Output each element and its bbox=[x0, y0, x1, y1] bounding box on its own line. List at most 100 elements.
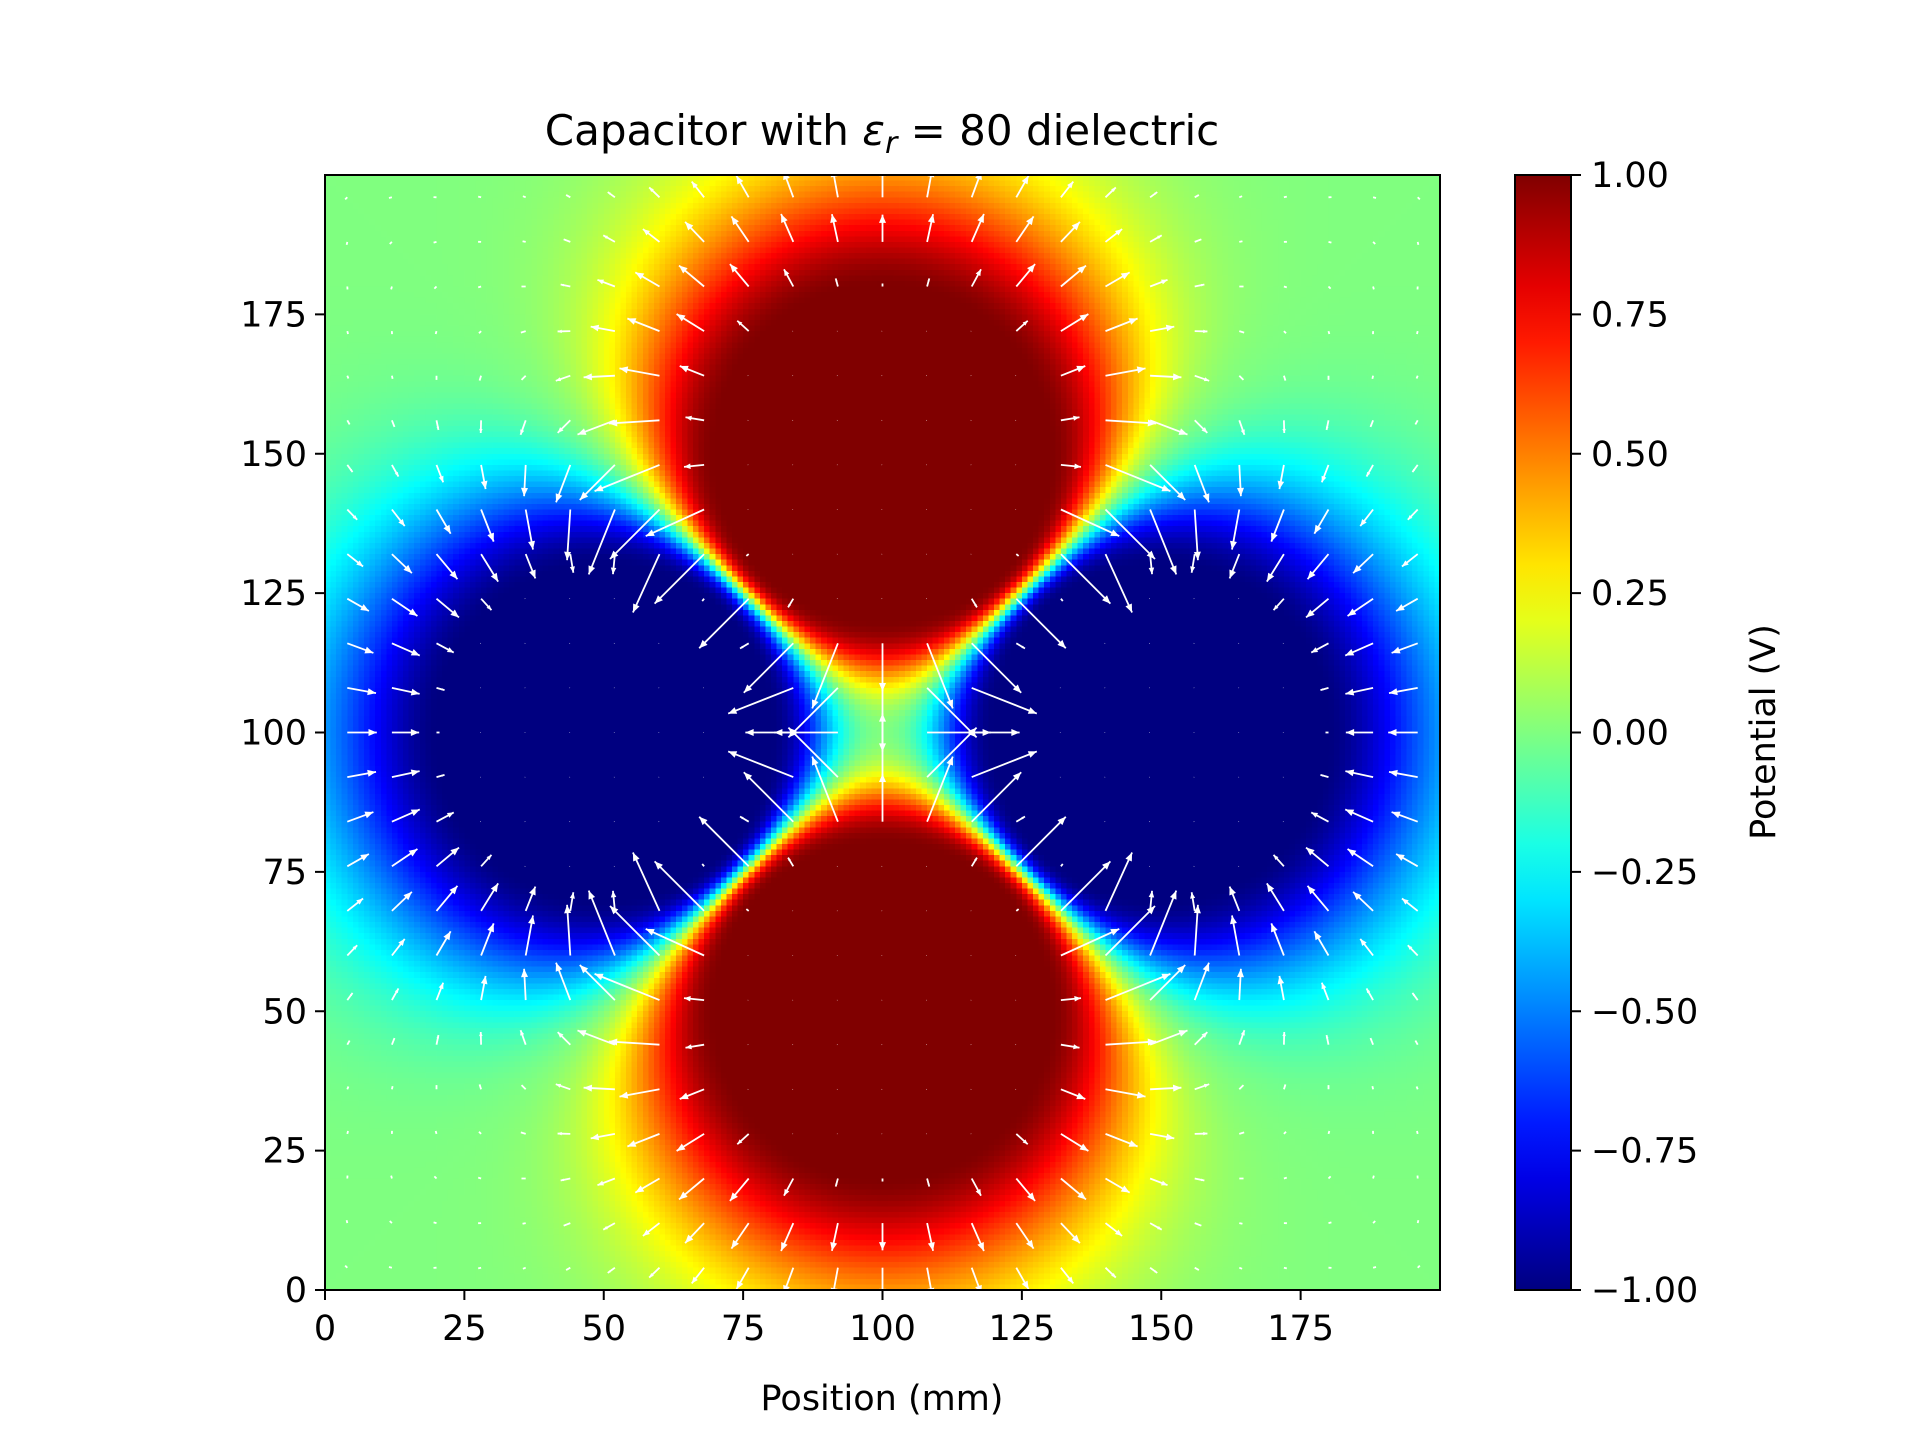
field-arrow bbox=[970, 419, 972, 421]
field-arrow bbox=[1060, 463, 1082, 469]
field-arrow bbox=[1105, 973, 1171, 1001]
field-arrow bbox=[609, 508, 661, 560]
field-arrow bbox=[1149, 324, 1175, 332]
field-arrow bbox=[1194, 194, 1200, 199]
field-arrow bbox=[479, 420, 483, 434]
field-arrow bbox=[792, 999, 794, 1001]
field-arrow bbox=[627, 317, 660, 332]
field-arrow bbox=[1347, 597, 1374, 617]
field-arrow bbox=[478, 330, 482, 334]
field-arrow bbox=[1060, 415, 1080, 422]
field-arrow bbox=[1104, 553, 1133, 613]
field-arrow bbox=[613, 865, 615, 867]
field-arrow bbox=[970, 999, 972, 1001]
field-arrow bbox=[881, 464, 883, 466]
field-arrow bbox=[881, 999, 883, 1001]
field-arrow bbox=[346, 508, 358, 521]
field-arrow bbox=[479, 1031, 483, 1045]
field-arrow bbox=[787, 687, 839, 739]
field-arrow bbox=[1325, 420, 1330, 431]
field-arrow bbox=[1015, 1088, 1017, 1090]
field-arrow bbox=[569, 687, 571, 689]
field-arrow bbox=[524, 886, 537, 912]
field-arrow bbox=[836, 553, 838, 555]
y-tick-label: 0 bbox=[285, 1271, 307, 1311]
field-arrow bbox=[792, 509, 794, 510]
field-arrow bbox=[1345, 687, 1374, 696]
field-arrow bbox=[1416, 1219, 1420, 1224]
field-arrow bbox=[1417, 196, 1421, 201]
field-arrow bbox=[435, 598, 460, 619]
field-arrow bbox=[389, 241, 393, 245]
field-arrow bbox=[1228, 886, 1241, 912]
field-arrow bbox=[1149, 419, 1188, 436]
field-arrow bbox=[1238, 1029, 1246, 1045]
field-arrow bbox=[1371, 375, 1374, 380]
field-arrow bbox=[524, 865, 526, 867]
field-arrow bbox=[774, 728, 838, 737]
field-arrow bbox=[1060, 181, 1075, 198]
field-arrow bbox=[970, 1178, 982, 1197]
field-arrow bbox=[729, 263, 750, 288]
field-arrow bbox=[1369, 1037, 1374, 1046]
field-arrow bbox=[676, 313, 705, 332]
field-arrow bbox=[1015, 1267, 1030, 1290]
field-arrow bbox=[926, 865, 928, 867]
field-arrow bbox=[1149, 278, 1168, 288]
field-arrow bbox=[602, 1222, 616, 1231]
field-arrow bbox=[1015, 776, 1017, 778]
field-arrow bbox=[1372, 1266, 1377, 1269]
field-arrow bbox=[433, 241, 437, 244]
field-arrow bbox=[478, 375, 482, 381]
field-arrow bbox=[1149, 1029, 1188, 1046]
field-arrow bbox=[926, 553, 928, 555]
field-arrow bbox=[565, 1266, 571, 1271]
field-arrow bbox=[1105, 1088, 1146, 1099]
field-arrow bbox=[521, 464, 529, 497]
field-arrow bbox=[1345, 769, 1374, 778]
field-arrow bbox=[1105, 1177, 1131, 1194]
field-arrow bbox=[587, 509, 616, 575]
field-arrow bbox=[1194, 283, 1205, 288]
field-arrow bbox=[690, 181, 705, 198]
field-arrow bbox=[1150, 1084, 1182, 1092]
field-arrow bbox=[836, 999, 838, 1001]
field-arrow bbox=[1149, 1133, 1175, 1141]
field-arrow bbox=[1104, 687, 1106, 689]
field-arrow bbox=[610, 890, 617, 911]
field-arrow bbox=[1282, 420, 1286, 434]
field-arrow bbox=[1104, 1222, 1123, 1237]
field-arrow bbox=[1238, 687, 1240, 689]
field-arrow bbox=[1105, 419, 1157, 427]
field-arrow bbox=[658, 776, 660, 778]
field-arrow bbox=[1313, 509, 1330, 535]
field-arrow bbox=[1060, 928, 1120, 957]
field-arrow bbox=[970, 910, 972, 912]
field-arrow bbox=[1401, 553, 1419, 568]
colorbar-tick-label: 0.25 bbox=[1591, 574, 1669, 614]
field-arrow bbox=[1149, 776, 1151, 778]
field-arrow bbox=[1104, 186, 1117, 198]
field-arrow bbox=[792, 330, 794, 332]
field-arrow bbox=[739, 815, 750, 823]
field-arrow bbox=[1239, 330, 1245, 334]
field-arrow bbox=[391, 375, 394, 380]
field-arrow bbox=[645, 508, 705, 537]
field-arrow bbox=[792, 955, 794, 956]
field-arrow bbox=[520, 375, 527, 381]
field-arrow bbox=[1015, 642, 1026, 650]
field-arrow bbox=[1305, 598, 1330, 619]
field-arrow bbox=[747, 999, 749, 1001]
field-arrow bbox=[684, 221, 705, 243]
field-arrow bbox=[1149, 890, 1178, 956]
field-arrow bbox=[480, 854, 493, 867]
field-arrow bbox=[436, 687, 445, 691]
field-arrow bbox=[1416, 1175, 1419, 1179]
field-arrow bbox=[1236, 968, 1244, 1001]
field-arrow bbox=[1239, 1177, 1244, 1180]
field-arrow bbox=[971, 750, 1038, 778]
field-arrow bbox=[926, 910, 928, 912]
field-arrow bbox=[1059, 687, 1061, 689]
field-arrow bbox=[642, 228, 661, 243]
